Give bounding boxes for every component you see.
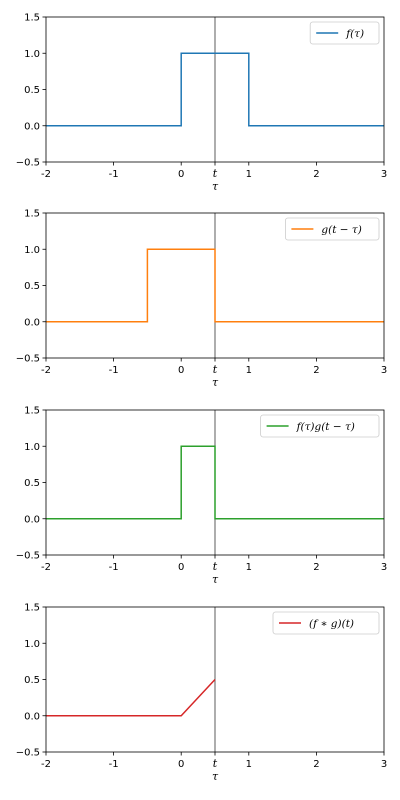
x-tick-label: 0 (178, 365, 184, 376)
y-tick-label: 0.5 (24, 281, 40, 292)
x-tick-label: t (213, 167, 218, 180)
x-tick-label: t (213, 757, 218, 770)
y-tick-label: 1.5 (24, 209, 40, 220)
legend: f(τ) (309, 21, 380, 45)
x-tick-label: 2 (313, 562, 319, 573)
x-tick-label: t (213, 363, 218, 376)
x-tick-label: 1 (246, 365, 252, 376)
x-tick-label: 3 (381, 365, 387, 376)
x-axis-label: τ (212, 770, 219, 783)
x-tick-label: -2 (41, 562, 51, 573)
y-tick-label: 1.0 (24, 442, 40, 453)
x-tick-label: -1 (109, 169, 119, 180)
x-tick-label: 2 (313, 759, 319, 770)
y-tick-label: 1.5 (24, 406, 40, 417)
x-tick-label: -2 (41, 169, 51, 180)
series-line (46, 248, 384, 323)
legend-label: (f ∗ g)(t) (309, 618, 354, 630)
y-tick-label: 1.0 (24, 245, 40, 256)
x-axis-label: τ (212, 376, 219, 389)
y-tick-label: −0.5 (16, 158, 40, 169)
x-tick-label: 1 (246, 562, 252, 573)
x-tick-label: -1 (109, 365, 119, 376)
legend-label: f(τ) (345, 28, 364, 40)
series-line (46, 445, 384, 520)
y-tick-label: 0.0 (24, 711, 40, 722)
y-tick-label: 0.0 (24, 317, 40, 328)
x-tick-label: -2 (41, 759, 51, 770)
x-axis-label: τ (212, 180, 219, 193)
y-tick-label: 1.0 (24, 49, 40, 60)
y-tick-label: 0.5 (24, 675, 40, 686)
x-tick-label: 0 (178, 759, 184, 770)
subplot-1: -2 -1 0 t 1 2 3 −0.5 0.0 0.5 1.0 1.5 τ f(τ) (16, 13, 387, 194)
x-tick-label: -1 (109, 759, 119, 770)
legend-label: f(τ)g(t − τ) (296, 421, 355, 433)
y-tick-label: 0.0 (24, 121, 40, 132)
y-tick-label: −0.5 (16, 354, 40, 365)
y-tick-label: 1.0 (24, 639, 40, 650)
legend-box (272, 611, 380, 635)
legend: f(τ)g(t − τ) (260, 414, 380, 438)
x-tick-label: t (213, 560, 218, 573)
subplot-4: -2 -1 0 t 1 2 3 −0.5 0.0 0.5 1.0 1.5 τ (f ∗ g)(t) (16, 603, 387, 784)
y-tick-label: 1.5 (24, 603, 40, 614)
y-tick-label: 0.5 (24, 478, 40, 489)
legend-box (284, 217, 380, 241)
x-tick-label: 3 (381, 562, 387, 573)
y-tick-label: 1.5 (24, 13, 40, 24)
legend-box (260, 414, 380, 438)
subplot-3: -2 -1 0 t 1 2 3 −0.5 0.0 0.5 1.0 1.5 τ f(τ)g(t − τ) (16, 406, 387, 587)
x-tick-label: 0 (178, 169, 184, 180)
x-tick-label: 3 (381, 759, 387, 770)
y-tick-label: 0.0 (24, 514, 40, 525)
y-tick-label: 0.5 (24, 85, 40, 96)
x-tick-label: 2 (313, 169, 319, 180)
y-tick-label: −0.5 (16, 748, 40, 759)
legend-label: g(t − τ) (321, 224, 361, 236)
x-axis-label: τ (212, 573, 219, 586)
x-tick-label: -2 (41, 365, 51, 376)
legend: (f ∗ g)(t) (272, 611, 380, 635)
y-tick-label: −0.5 (16, 551, 40, 562)
series-line (46, 52, 384, 127)
x-tick-label: 3 (381, 169, 387, 180)
legend: g(t − τ) (284, 217, 380, 241)
x-tick-label: 0 (178, 562, 184, 573)
x-tick-label: 1 (246, 759, 252, 770)
subplot-2: -2 -1 0 t 1 2 3 −0.5 0.0 0.5 1.0 1.5 τ g(t − τ) (16, 209, 387, 390)
legend-box (309, 21, 380, 45)
x-tick-label: 1 (246, 169, 252, 180)
x-tick-label: -1 (109, 562, 119, 573)
series-line (46, 678, 216, 717)
x-tick-label: 2 (313, 365, 319, 376)
